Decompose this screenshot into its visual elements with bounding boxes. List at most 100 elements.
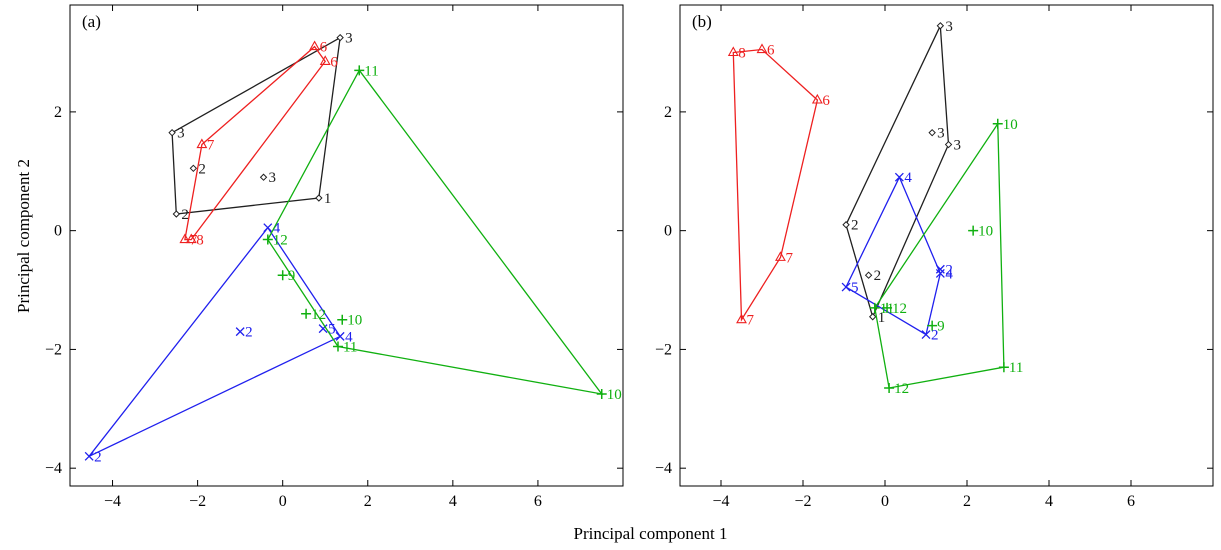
triangle-marker bbox=[309, 40, 321, 51]
plus-marker bbox=[882, 302, 893, 313]
point-label: 6 bbox=[822, 93, 830, 109]
cross-marker bbox=[935, 264, 945, 274]
point-label: 2 bbox=[198, 161, 206, 177]
x-tick-label: 2 bbox=[364, 493, 372, 510]
x-tick-label: −4 bbox=[104, 493, 121, 510]
point-label: 3 bbox=[177, 126, 185, 142]
diamond-marker bbox=[336, 33, 344, 42]
cross-marker bbox=[318, 324, 328, 334]
plus-marker bbox=[992, 118, 1003, 129]
triangle-marker bbox=[185, 233, 197, 244]
plus-marker bbox=[968, 225, 979, 236]
point-label: 5 bbox=[328, 322, 336, 338]
point-label: 4 bbox=[273, 221, 281, 237]
point-label: 2 bbox=[851, 218, 859, 234]
cross-marker bbox=[921, 330, 931, 340]
plus-marker bbox=[354, 65, 365, 76]
point-label: 10 bbox=[1003, 117, 1018, 133]
series-group: 42 5 42 bbox=[84, 221, 353, 465]
point-label: 4 bbox=[945, 266, 953, 282]
point-label: 11 bbox=[364, 63, 378, 79]
diamond-marker bbox=[868, 313, 877, 321]
point-label: 7 bbox=[785, 250, 793, 266]
point-label: 8 bbox=[738, 46, 746, 62]
y-tick-label: 0 bbox=[54, 223, 62, 240]
plus-marker bbox=[869, 302, 880, 313]
x-tick-label: −2 bbox=[189, 493, 206, 510]
point-label: 7 bbox=[747, 313, 755, 329]
plus-marker bbox=[262, 234, 273, 245]
x-tick-label: 2 bbox=[963, 493, 971, 510]
point-label: 1 bbox=[878, 310, 886, 326]
cross-marker bbox=[335, 331, 345, 341]
x-tick-label: 0 bbox=[279, 493, 287, 510]
series-group: 3 3 2 3 2 1 bbox=[168, 31, 353, 223]
point-label: 3 bbox=[954, 138, 962, 154]
panel-label: (a) bbox=[82, 12, 101, 31]
cross-marker bbox=[894, 172, 904, 182]
point-label: 2 bbox=[874, 268, 882, 284]
triangle-marker bbox=[811, 93, 823, 104]
point-label: 12 bbox=[311, 307, 326, 323]
cross-marker bbox=[235, 327, 245, 337]
plus-marker bbox=[927, 320, 938, 331]
group-hull bbox=[874, 121, 1005, 389]
triangle-marker bbox=[196, 138, 208, 149]
plot-frame bbox=[679, 4, 1214, 487]
point-label: 7 bbox=[190, 233, 198, 249]
group-hull bbox=[88, 226, 342, 457]
diamond-marker bbox=[315, 194, 323, 202]
x-tick-label: −2 bbox=[794, 493, 811, 510]
plus-marker bbox=[301, 308, 312, 319]
diamond-marker bbox=[928, 128, 936, 137]
point-label: 11 bbox=[343, 339, 357, 355]
y-axis-title: Principal component 2 bbox=[14, 159, 33, 313]
point-label: 10 bbox=[607, 387, 622, 403]
point-label: 6 bbox=[767, 43, 775, 59]
point-label: 2 bbox=[245, 325, 253, 341]
diamond-marker bbox=[944, 140, 953, 149]
point-label: 2 bbox=[181, 207, 189, 223]
cross-marker bbox=[935, 268, 945, 278]
plus-marker bbox=[337, 314, 348, 325]
point-label: 5 bbox=[851, 280, 859, 296]
point-label: 4 bbox=[345, 329, 353, 345]
point-label: 9 bbox=[288, 268, 296, 284]
diamond-marker bbox=[259, 173, 268, 181]
y-tick-label: 0 bbox=[664, 223, 672, 240]
group-hull bbox=[267, 69, 604, 395]
triangle-marker bbox=[179, 233, 191, 244]
point-label: 2 bbox=[931, 328, 939, 344]
point-label: 6 bbox=[330, 54, 338, 70]
plus-marker bbox=[596, 388, 607, 399]
diamond-marker bbox=[936, 22, 945, 30]
cross-marker bbox=[263, 223, 273, 233]
diamond-marker bbox=[189, 164, 198, 173]
panel-label: (b) bbox=[692, 12, 712, 31]
x-tick-label: −4 bbox=[712, 493, 729, 510]
point-label: 10 bbox=[347, 313, 362, 329]
point-label: 11 bbox=[1009, 360, 1023, 376]
triangle-marker bbox=[319, 55, 331, 65]
point-label: 10 bbox=[978, 224, 993, 240]
x-tick-label: 4 bbox=[449, 493, 457, 510]
point-label: 2 bbox=[94, 449, 102, 465]
plus-marker bbox=[332, 341, 343, 352]
series-group: 11 12 9 12 10 11 10 bbox=[262, 63, 622, 403]
point-label: 12 bbox=[892, 301, 907, 317]
point-label: 4 bbox=[904, 170, 912, 186]
cross-marker bbox=[841, 282, 851, 292]
x-tick-label: 6 bbox=[1127, 493, 1135, 510]
point-label: 1 bbox=[324, 191, 332, 207]
y-tick-label: 2 bbox=[54, 104, 62, 121]
series-group: 8 6 6 7 7 bbox=[727, 43, 830, 329]
plus-marker bbox=[998, 362, 1009, 373]
x-axis-title: Principal component 1 bbox=[573, 524, 728, 543]
y-tick-label: 2 bbox=[664, 104, 672, 121]
